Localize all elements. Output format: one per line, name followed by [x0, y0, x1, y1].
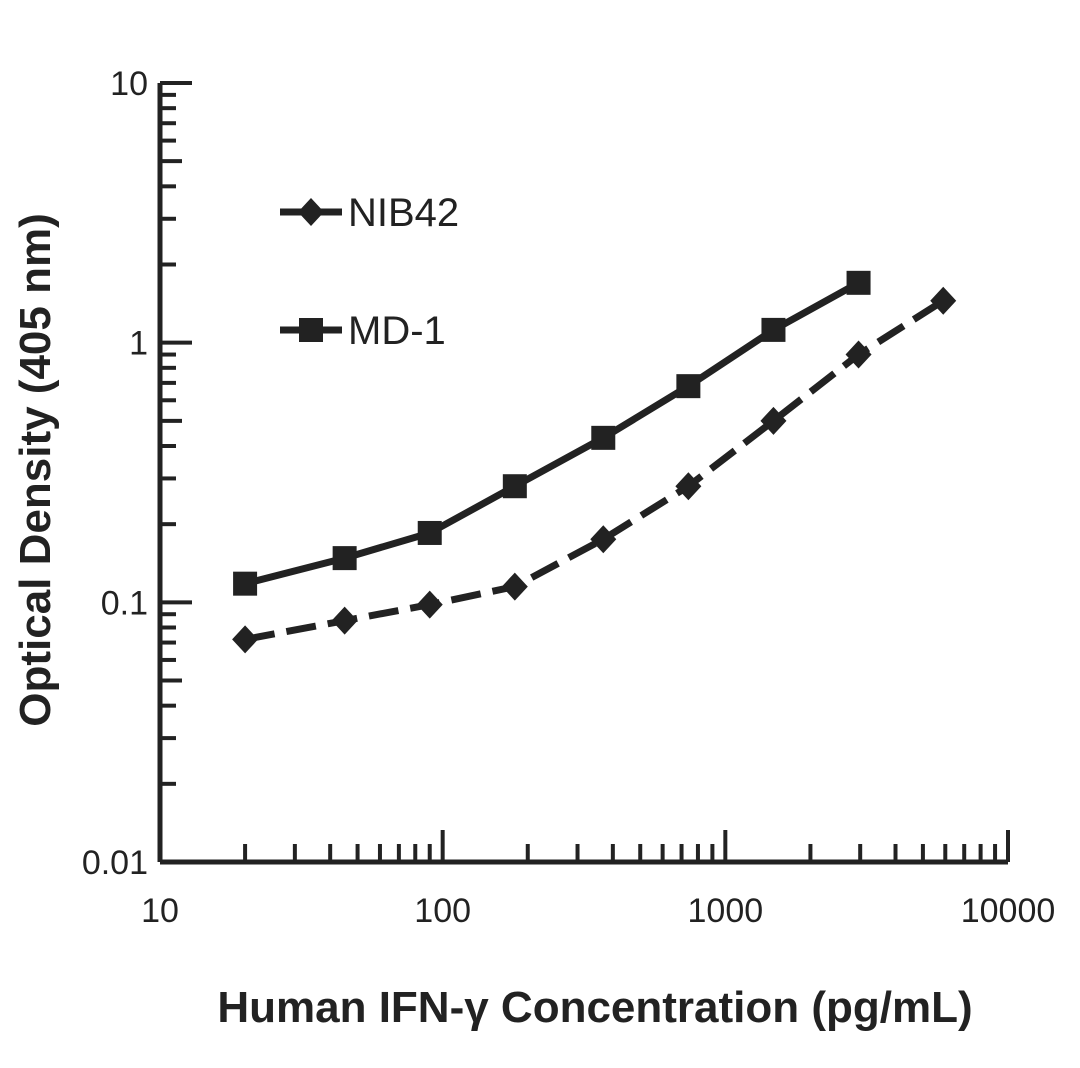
legend-marker	[298, 198, 324, 226]
data-point	[591, 425, 616, 450]
y-tick-label: 10	[110, 65, 148, 103]
data-point	[332, 546, 357, 571]
y-axis-title: Optical Density (405 nm)	[11, 213, 60, 726]
data-point	[675, 472, 702, 501]
data-point	[232, 625, 259, 654]
data-point	[760, 406, 787, 435]
data-point	[416, 590, 443, 619]
data-point	[845, 340, 872, 369]
x-tick-label: 10000	[961, 892, 1056, 930]
legend-label: NIB42	[348, 191, 459, 235]
x-axis-title: Human IFN-γ Concentration (pg/mL)	[217, 983, 972, 1032]
x-tick-label: 100	[414, 892, 471, 930]
legend-label: MD-1	[348, 309, 446, 353]
x-tick-label: 1000	[688, 892, 764, 930]
y-tick-label: 1	[129, 325, 148, 363]
data-point	[590, 525, 617, 554]
series-layer	[232, 270, 957, 654]
y-tick-label: 0.1	[101, 584, 148, 622]
data-point	[676, 374, 701, 399]
series-line	[244, 279, 861, 588]
data-point	[761, 317, 786, 342]
axes: 0.01 0.1 1 10 10 100 1000 10000	[82, 65, 1055, 930]
legend-marker	[299, 318, 323, 342]
y-tick-label: 0.01	[82, 844, 148, 882]
series-line	[244, 297, 946, 643]
data-point	[502, 474, 527, 499]
legend: NIB42 MD-1	[280, 191, 459, 353]
data-point	[846, 270, 871, 295]
data-point	[417, 520, 442, 545]
x-tick-label: 10	[141, 892, 179, 930]
data-point	[930, 286, 957, 315]
data-point	[233, 571, 258, 596]
data-point	[501, 572, 528, 601]
data-point	[331, 606, 358, 635]
